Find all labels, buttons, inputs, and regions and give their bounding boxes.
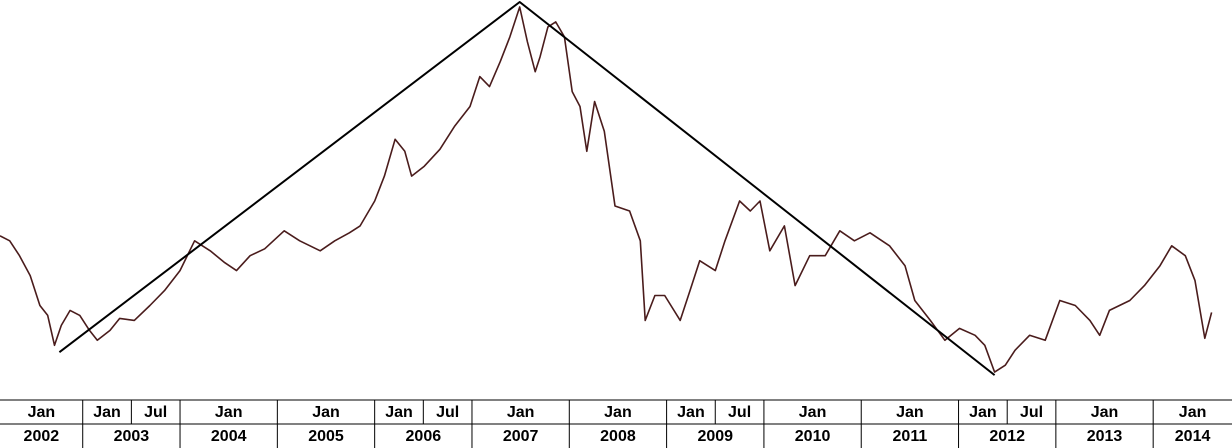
trend-line xyxy=(58,1,996,376)
month-label: Jan xyxy=(896,404,924,421)
month-label: Jan xyxy=(93,404,121,421)
month-label: Jan xyxy=(677,404,705,421)
month-label: Jan xyxy=(1091,404,1119,421)
month-label: Jan xyxy=(604,404,632,421)
month-label: Jan xyxy=(215,404,243,421)
year-label: 2005 xyxy=(308,428,344,445)
month-label: Jan xyxy=(28,404,56,421)
year-label: 2006 xyxy=(406,428,442,445)
month-label: Jul xyxy=(728,404,751,421)
month-label: Jan xyxy=(385,404,413,421)
year-label: 2012 xyxy=(989,428,1025,445)
month-label: Jul xyxy=(1020,404,1043,421)
year-label: 2014 xyxy=(1175,428,1211,445)
year-label: 2004 xyxy=(211,428,247,445)
year-label: 2010 xyxy=(795,428,831,445)
month-label: Jul xyxy=(144,404,167,421)
month-label: Jan xyxy=(969,404,997,421)
year-label: 2002 xyxy=(24,428,60,445)
month-label: Jul xyxy=(436,404,459,421)
year-label: 2011 xyxy=(893,428,928,445)
price-line xyxy=(0,6,1213,373)
year-label: 2009 xyxy=(697,428,733,445)
month-label: Jan xyxy=(1179,404,1207,421)
year-label: 2007 xyxy=(503,428,539,445)
year-label: 2003 xyxy=(114,428,150,445)
year-label: 2013 xyxy=(1087,428,1123,445)
month-label: Jan xyxy=(312,404,340,421)
year-label: 2008 xyxy=(600,428,636,445)
month-label: Jan xyxy=(507,404,535,421)
month-label: Jan xyxy=(799,404,827,421)
